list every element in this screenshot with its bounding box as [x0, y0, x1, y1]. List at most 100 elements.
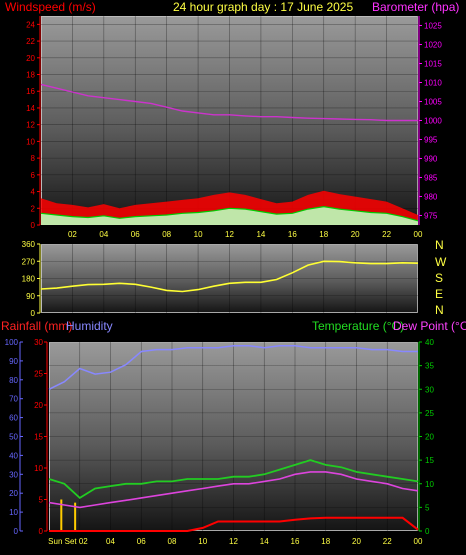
dewpoint-axis-title: Dew Point (°C): [393, 319, 466, 333]
temp-tick-label: 40: [425, 338, 434, 347]
wind-x-tick-label: 12: [225, 230, 234, 239]
baro-right-tick-label: 1005: [424, 98, 442, 107]
wind-x-tick-label: 00: [414, 230, 423, 239]
humidity-tick-label: 40: [9, 451, 18, 460]
bottom-x-tick-label: 04: [106, 537, 115, 546]
rainfall-line: [49, 516, 419, 532]
temp-tick-label: 15: [425, 456, 434, 465]
temperature-line: [48, 459, 419, 500]
wind-left-tick-label: 12: [26, 121, 35, 130]
rain-tick-label: 10: [34, 464, 43, 473]
bottom-x-tick-label: 00: [414, 537, 423, 546]
compass-label-e: E: [435, 287, 444, 301]
humidity-tick-label: 0: [14, 527, 19, 536]
baro-right-tick-label: 980: [424, 193, 438, 202]
dir-tick-label: 0: [31, 309, 36, 318]
rain-rate-bar: [60, 499, 63, 531]
bottom-x-tick-label: 12: [229, 537, 238, 546]
wind-left-tick-label: 16: [26, 87, 35, 96]
baro-right-tick-label: 1025: [424, 22, 442, 31]
humidity-tick-label: 50: [9, 433, 18, 442]
baro-right-tick-label: 1000: [424, 117, 442, 126]
compass-label-w: W: [435, 255, 447, 269]
windspeed-axis-title: Windspeed (m/s): [5, 0, 96, 14]
dir-tick-label: 90: [26, 292, 35, 301]
humidity-tick-label: 90: [9, 357, 18, 366]
bottom-x-tick-label: 14: [260, 537, 269, 546]
wind-left-tick-label: 22: [26, 37, 35, 46]
compass-label-n-top: N: [435, 238, 444, 252]
wind-plot-area: [41, 16, 418, 225]
barometer-line: [40, 83, 418, 122]
rain-tick-label: 5: [39, 496, 44, 505]
temp-tick-label: 10: [425, 480, 434, 489]
wind-x-tick-label: 18: [319, 230, 328, 239]
wind-left-tick-label: 18: [26, 71, 35, 80]
temp-humidity-rain-panel: 0102030405060708090100051015202530051015…: [5, 338, 435, 546]
wind-direction-panel: 0 90 180 270 360: [22, 240, 419, 318]
rain-tick-label: 0: [39, 527, 44, 536]
gust-line: [40, 205, 419, 222]
dir-plot-border: [41, 244, 418, 313]
baro-right-tick-label: 1020: [424, 41, 442, 50]
baro-right-tick-label: 975: [424, 212, 438, 221]
wind-left-tick-label: 2: [31, 204, 36, 213]
dir-tick-label: 180: [22, 275, 36, 284]
temp-tick-label: 20: [425, 433, 434, 442]
wind-x-tick-label: 04: [99, 230, 108, 239]
wind-x-tick-label: 08: [162, 230, 171, 239]
wind-left-tick-label: 20: [26, 54, 35, 63]
humidity-tick-label: 100: [5, 338, 19, 347]
baro-right-tick-label: 1015: [424, 60, 442, 69]
humidity-tick-label: 10: [9, 508, 18, 517]
wind-x-tick-label: 16: [288, 230, 297, 239]
temperature-axis-title: Temperature (°C): [312, 319, 405, 333]
temp-tick-label: 35: [425, 362, 434, 371]
humidity-tick-label: 30: [9, 470, 18, 479]
dir-tick-label: 360: [22, 240, 36, 249]
wind-left-tick-label: 6: [31, 171, 36, 180]
temp-tick-label: 25: [425, 409, 434, 418]
bottom-x-tick-label: 08: [168, 537, 177, 546]
wind-left-tick-label: 0: [31, 221, 36, 230]
humidity-tick-label: 20: [9, 489, 18, 498]
baro-right-tick-label: 1010: [424, 79, 442, 88]
humidity-tick-label: 60: [9, 414, 18, 423]
temp-tick-label: 30: [425, 385, 434, 394]
wind-left-tick-label: 24: [26, 20, 35, 29]
humidity-tick-label: 70: [9, 395, 18, 404]
gust-area: [41, 206, 418, 225]
compass-label-n-bottom: N: [435, 303, 444, 317]
bottom-x-tick-label: 20: [352, 537, 361, 546]
rain-rate-bar: [74, 502, 77, 531]
wind-left-tick-label: 4: [31, 188, 36, 197]
rain-tick-label: 30: [34, 338, 43, 347]
temp-tick-label: 0: [425, 527, 430, 536]
wind-x-tick-label: 02: [68, 230, 77, 239]
humidity-line: [48, 345, 418, 390]
bottom-x-tick-label: Sun Set 02: [48, 537, 88, 546]
wind-x-tick-label: 20: [351, 230, 360, 239]
wind-left-tick-label: 8: [31, 154, 36, 163]
wind-left-tick-label: 10: [26, 137, 35, 146]
humidity-tick-label: 80: [9, 376, 18, 385]
dir-plot-area: [41, 244, 418, 313]
humidity-axis-title: Humidity: [66, 319, 113, 333]
bottom-plot-border: [49, 342, 418, 531]
bottom-x-tick-label: 06: [137, 537, 146, 546]
bottom-x-tick-label: 18: [321, 537, 330, 546]
bottom-x-tick-label: 10: [198, 537, 207, 546]
wind-direction-line: [40, 260, 419, 293]
rain-tick-label: 20: [34, 401, 43, 410]
rain-tick-label: 25: [34, 370, 43, 379]
compass-label-s: S: [435, 271, 444, 285]
bottom-x-tick-label: 16: [291, 537, 300, 546]
wind-x-tick-label: 06: [131, 230, 140, 239]
wind-x-tick-label: 14: [256, 230, 265, 239]
temp-tick-label: 5: [425, 503, 430, 512]
baro-right-tick-label: 985: [424, 174, 438, 183]
dir-tick-label: 270: [22, 257, 36, 266]
wind-barometer-panel: 0246810121416182022249759809859909951000…: [26, 16, 442, 239]
